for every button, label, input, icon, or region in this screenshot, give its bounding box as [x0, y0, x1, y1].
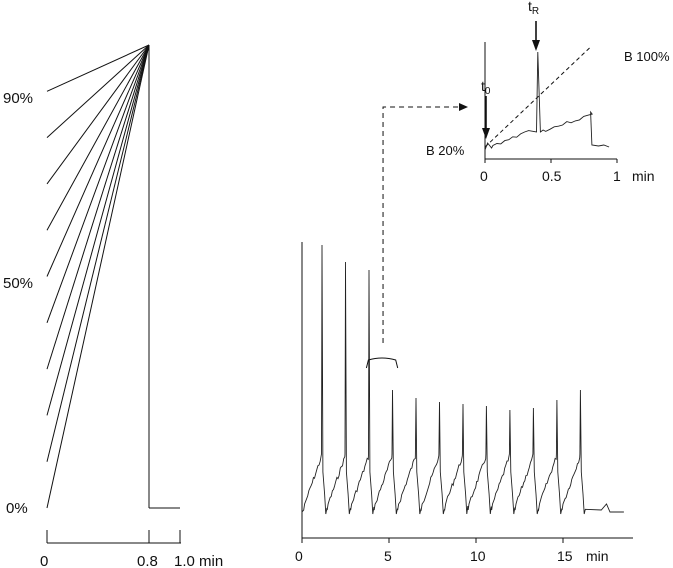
y-label-0: 0% — [6, 500, 28, 517]
inset-tick-label-0-5: 0.5 — [542, 168, 562, 184]
chromatogram-trace — [301, 244, 624, 515]
main-x-unit: min — [586, 548, 609, 564]
tr-label: tR — [528, 0, 539, 17]
gradient-line-10 — [46, 44, 150, 462]
gradient-fan-lines — [46, 44, 150, 509]
inset-tick-label-0: 0 — [480, 168, 488, 184]
main-x-ticks — [301, 538, 564, 543]
y-label-50: 50% — [3, 275, 33, 292]
main-tick-label-0: 0 — [295, 548, 303, 564]
x-label-1-0-min: 1.0 min — [174, 553, 223, 568]
b-start-label: B 20% — [426, 143, 465, 158]
gradient-line-20 — [46, 44, 150, 416]
main-tick-label-15: 15 — [557, 548, 573, 564]
x-label-0-8: 0.8 — [137, 553, 158, 568]
tr-arrow-head — [532, 40, 540, 51]
main-tick-label-10: 10 — [470, 548, 486, 564]
gradient-line-40 — [46, 44, 150, 323]
gradient-program-panel: 90% 50% 0% 0 0.8 1.0 min — [3, 44, 223, 568]
inset-x-unit: min — [632, 168, 655, 184]
zoom-connector-arrowhead — [459, 103, 468, 111]
inset-gradient-line — [484, 45, 592, 148]
gradient-line-60 — [46, 44, 150, 231]
t0-label: t0 — [481, 78, 491, 97]
zoom-connector-arrow — [382, 106, 460, 343]
inset-x-ticks — [484, 159, 618, 163]
gradient-line-70 — [46, 44, 150, 185]
gradient-line-80 — [46, 44, 150, 138]
t0-arrow-head — [482, 128, 490, 139]
zoom-bracket — [365, 357, 399, 369]
main-tick-label-5: 5 — [384, 548, 392, 564]
y-label-90: 90% — [3, 90, 33, 107]
chromatogram-panel: 0 5 10 15 min — [295, 103, 633, 564]
gradient-line-30 — [46, 44, 150, 370]
inset-chromatogram-panel: 0 0.5 1 min t0 tR B 20% B 100% — [426, 0, 670, 184]
b-end-label: B 100% — [624, 49, 670, 64]
gradient-line-0 — [46, 44, 150, 509]
inset-tick-label-1: 1 — [613, 168, 621, 184]
gradient-line-50 — [46, 44, 150, 277]
x-label-0: 0 — [40, 553, 48, 568]
gradient-line-90 — [46, 44, 150, 92]
inset-trace — [484, 51, 610, 151]
